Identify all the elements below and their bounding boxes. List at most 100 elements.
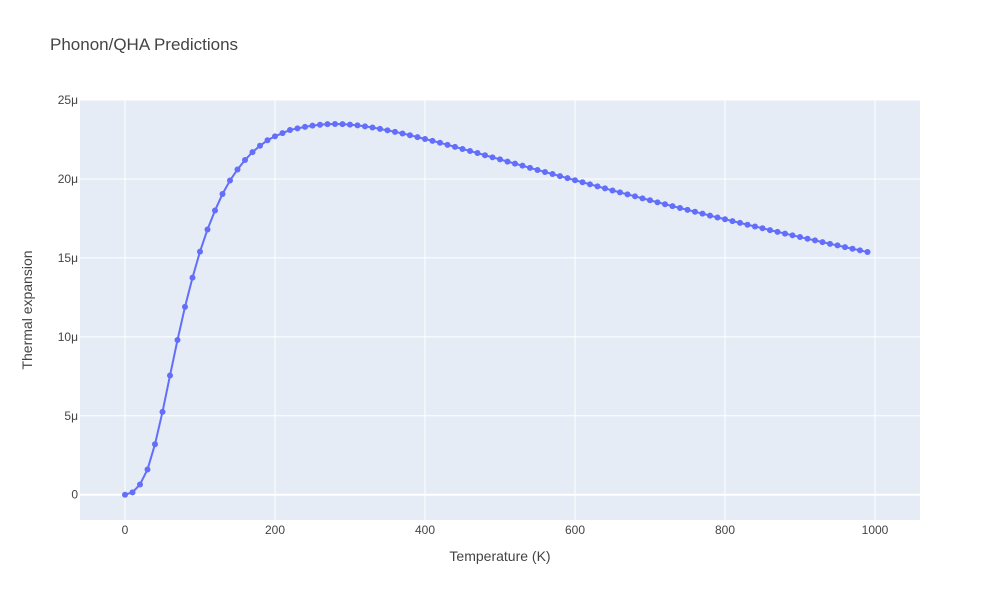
data-point: [752, 223, 758, 230]
data-point: [137, 481, 143, 488]
data-point: [579, 179, 586, 186]
data-point: [804, 235, 811, 242]
data-point: [767, 227, 773, 234]
data-point: [414, 134, 421, 141]
chart-title: Phonon/QHA Predictions: [50, 35, 238, 54]
plot-background: [80, 100, 920, 520]
data-point: [422, 136, 428, 142]
data-point: [249, 149, 256, 156]
data-point: [257, 142, 263, 149]
data-point: [759, 225, 766, 232]
x-tick-label: 400: [415, 523, 435, 537]
data-point: [707, 212, 713, 219]
data-point: [819, 239, 826, 246]
data-point: [219, 190, 226, 197]
data-point: [437, 139, 443, 146]
data-point: [684, 206, 691, 213]
data-point: [287, 127, 293, 133]
data-point: [467, 148, 473, 154]
data-point: [647, 197, 653, 204]
x-tick-label: 600: [565, 523, 585, 537]
data-point: [797, 234, 803, 241]
data-point: [444, 141, 451, 148]
data-point: [534, 166, 541, 173]
y-tick-label: 0: [71, 488, 78, 502]
data-point: [309, 122, 316, 129]
data-point: [774, 228, 781, 235]
data-point: [737, 219, 743, 226]
data-point: [197, 248, 203, 255]
grid-layer: [80, 99, 920, 520]
data-point: [632, 193, 638, 200]
data-point: [542, 169, 548, 175]
data-point: [519, 162, 526, 169]
data-point: [339, 121, 346, 128]
y-tick-label: 5μ: [64, 409, 78, 423]
data-point: [864, 249, 871, 256]
data-point: [182, 303, 188, 310]
x-tick-label: 200: [265, 523, 285, 537]
data-point: [459, 145, 466, 152]
data-point: [692, 208, 698, 215]
data-point: [557, 173, 563, 180]
data-point: [489, 154, 496, 161]
x-tick-label: 0: [122, 523, 129, 537]
data-point: [212, 207, 218, 214]
data-point: [572, 177, 578, 184]
data-point: [234, 166, 241, 173]
data-point: [264, 137, 271, 144]
data-point: [722, 216, 728, 223]
data-point: [677, 205, 683, 211]
data-point: [354, 122, 361, 129]
data-point: [527, 164, 533, 171]
data-point: [227, 177, 233, 184]
data-point: [654, 199, 661, 206]
data-point: [152, 441, 158, 448]
data-point: [609, 187, 616, 194]
data-point: [512, 160, 518, 167]
y-axis-title: Thermal expansion: [19, 250, 35, 369]
tick-layer: 0 200 400 600 800 1000 0 5μ 10μ 15μ 20μ 25μ: [58, 93, 889, 537]
data-point: [144, 466, 151, 473]
data-point: [549, 171, 556, 178]
data-point: [744, 221, 751, 228]
data-point: [407, 132, 413, 139]
data-point: [272, 133, 278, 140]
data-point: [399, 130, 406, 137]
data-point: [594, 183, 601, 190]
data-point: [564, 175, 571, 182]
data-point: [362, 123, 368, 130]
data-point: [849, 245, 856, 252]
series-line: [124, 122, 868, 496]
data-point: [129, 489, 136, 496]
data-point: [842, 244, 848, 251]
data-point: [302, 123, 308, 130]
data-point: [384, 127, 391, 134]
x-tick-label: 1000: [862, 523, 889, 537]
data-point: [827, 240, 833, 247]
data-point: [857, 247, 863, 254]
data-point: [174, 337, 181, 343]
data-point: [347, 121, 353, 128]
data-point: [317, 121, 323, 128]
data-point: [474, 150, 481, 157]
data-point: [714, 214, 721, 221]
data-point: [377, 125, 383, 132]
data-point: [204, 226, 211, 233]
data-point: [789, 232, 796, 239]
data-point: [369, 124, 376, 131]
data-point: [324, 121, 331, 128]
data-point: [332, 121, 338, 127]
data-point: [669, 203, 676, 210]
data-layer: [122, 121, 871, 498]
data-point: [782, 230, 788, 237]
data-point: [834, 242, 841, 249]
data-point: [189, 274, 196, 281]
y-tick-label: 20μ: [58, 172, 78, 186]
data-point: [639, 195, 646, 202]
data-point: [242, 157, 248, 163]
x-axis-title: Temperature (K): [449, 548, 550, 564]
data-point: [617, 189, 623, 196]
y-tick-label: 25μ: [58, 93, 78, 107]
